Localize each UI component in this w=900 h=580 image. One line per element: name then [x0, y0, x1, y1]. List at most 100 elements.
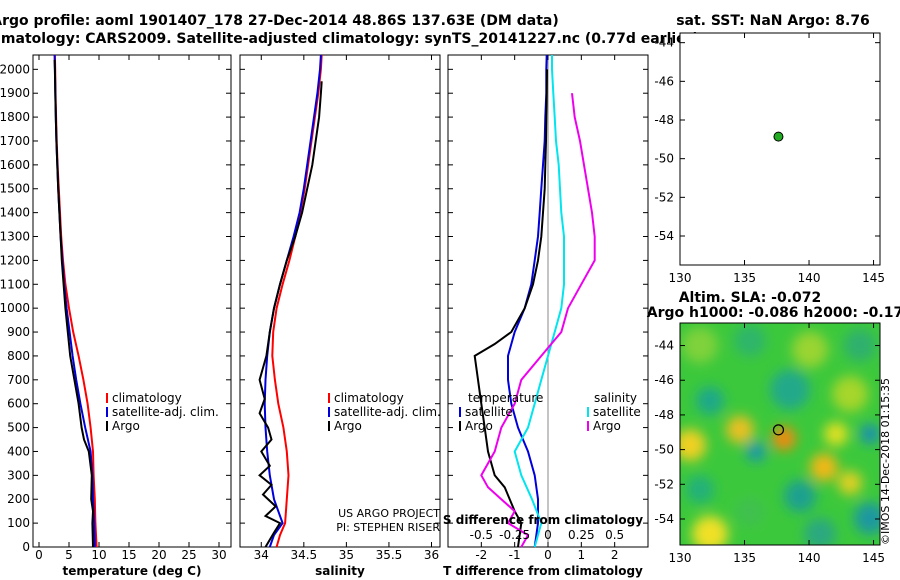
heatmap-cell [860, 424, 880, 444]
x-tick-label: 140 [798, 551, 821, 565]
heatmap-cell [824, 422, 848, 446]
y-tick-label: 1600 [0, 158, 30, 172]
heatmap-cell [682, 327, 718, 364]
imos-stamp: ©IMOS 14-Dec-2018 01:15:35 [879, 378, 892, 545]
sla-title-line-2: Argo h1000: -0.086 h2000: -0.17 [647, 305, 900, 321]
legend-label: satellite [593, 405, 641, 419]
series-line-temperature-argo [473, 69, 548, 548]
heatmap-cell [696, 386, 724, 415]
x-tick-label: 36 [424, 548, 439, 562]
s-tick-label: -0.25 [499, 528, 530, 542]
x-tick-label: 34.5 [290, 548, 317, 562]
heatmap-cell [784, 480, 816, 513]
x-tick-label: 25 [181, 548, 196, 562]
x-tick-label: 145 [862, 551, 885, 565]
plot-frame [679, 322, 881, 546]
sst-map-panel: 130 135 140 145 -44 -46 -48 -50 -52 -54 [654, 32, 885, 285]
x-axis-label: T difference from climatology [443, 564, 643, 578]
x-tick-label: 15 [121, 548, 136, 562]
y-tick-label: -48 [654, 113, 674, 127]
y-tick-label: -50 [654, 443, 674, 457]
x-tick-label: 10 [91, 548, 106, 562]
y-tick-label: 400 [7, 444, 30, 458]
x-tick-label: 0 [35, 548, 43, 562]
heatmap-cell [686, 475, 714, 504]
y-tick-label: 1000 [0, 301, 30, 315]
y-tick-label: 2000 [0, 62, 30, 76]
legend-title-temperature: temperature [468, 391, 543, 405]
series-line-salinity-satellite [513, 55, 565, 548]
heatmap-cell [726, 415, 754, 444]
y-tick-label: 1100 [0, 277, 30, 291]
heatmap-cell [832, 376, 868, 413]
legend-label: Argo [334, 419, 362, 433]
difference-panel: -2 -1 0 1 2 -0.5 -0.25 0 0.25 0.5 T difference fro… [443, 54, 649, 578]
y-tick-label: 1500 [0, 182, 30, 196]
x-tick-label: 145 [862, 271, 885, 285]
series-line-argo [53, 59, 95, 548]
heatmap-cell [680, 429, 706, 462]
legend-label: climatology [112, 391, 182, 405]
plot-frame [679, 32, 881, 266]
y-tick-label: 0 [22, 540, 30, 554]
x-tick-label: -1 [509, 548, 521, 562]
heatmap-cell [844, 329, 876, 362]
heatmap-cell [810, 453, 838, 482]
s-tick-label: 0 [544, 528, 552, 542]
sst-map-title: sat. SST: NaN Argo: 8.76 [676, 13, 870, 29]
x-tick-label: 35.5 [376, 548, 403, 562]
x-tick-label: 140 [798, 271, 821, 285]
legend-title-salinity: salinity [594, 391, 637, 405]
y-tick-label: 1200 [0, 253, 30, 267]
y-tick-label: -46 [654, 373, 674, 387]
heatmap-field [680, 324, 880, 545]
heatmap-cell [792, 331, 828, 368]
y-tick-label: -54 [654, 229, 674, 243]
heatmap-cell [804, 517, 836, 545]
y-tick-label: -52 [654, 477, 674, 491]
legend-label: climatology [334, 391, 404, 405]
s-tick-label: -0.5 [470, 528, 493, 542]
y-tick-label: 500 [7, 421, 30, 435]
legend-label: satellite-adj. clim. [334, 405, 441, 419]
x-tick-label: -2 [475, 548, 487, 562]
y-tick-label: 600 [7, 397, 30, 411]
credit-line-1: US ARGO PROJECT [338, 507, 440, 520]
legend-label: satellite-adj. clim. [112, 405, 219, 419]
title-line-2: Climatology: CARS2009. Satellite-adjuste… [0, 31, 699, 47]
heatmap-cell [734, 324, 766, 357]
legend-label: satellite [465, 405, 513, 419]
y-tick-label: 700 [7, 373, 30, 387]
heatmap-cell [772, 426, 796, 451]
y-tick-label: 300 [7, 468, 30, 482]
series-line-salinity-argo [480, 93, 596, 548]
y-tick-label: 800 [7, 349, 30, 363]
x-axis-label: salinity [315, 564, 365, 578]
heatmap-cell [770, 369, 810, 410]
x-tick-label: 2 [611, 548, 619, 562]
x-tick-label: 0 [544, 548, 552, 562]
y-tick-label: 1700 [0, 134, 30, 148]
plot-frame [239, 54, 441, 548]
x-tick-label: 35 [339, 548, 354, 562]
sla-map-panel: 130 135 140 145 -44 -46 -48 -50 -52 -54 [654, 322, 885, 565]
temperature-panel: 0100200300400500600700800900100011001200… [0, 54, 232, 578]
s-axis-label: S difference from climatology [443, 513, 643, 527]
legend-label: Argo [112, 419, 140, 433]
float-position-marker [772, 424, 785, 436]
y-tick-label: -48 [654, 408, 674, 422]
x-tick-label: 135 [733, 551, 756, 565]
s-tick-label: 0.25 [568, 528, 595, 542]
legend-label: Argo [465, 419, 493, 433]
x-tick-label: 1 [578, 548, 586, 562]
y-tick-label: -52 [654, 190, 674, 204]
plot-frame [32, 54, 232, 548]
credit-line-2: PI: STEPHEN RISER [336, 521, 440, 534]
x-tick-label: 34 [254, 548, 269, 562]
y-tick-label: 1900 [0, 86, 30, 100]
x-tick-label: 5 [65, 548, 73, 562]
y-tick-label: 1300 [0, 230, 30, 244]
s-tick-label: 0.5 [605, 528, 624, 542]
y-tick-label: 200 [7, 492, 30, 506]
